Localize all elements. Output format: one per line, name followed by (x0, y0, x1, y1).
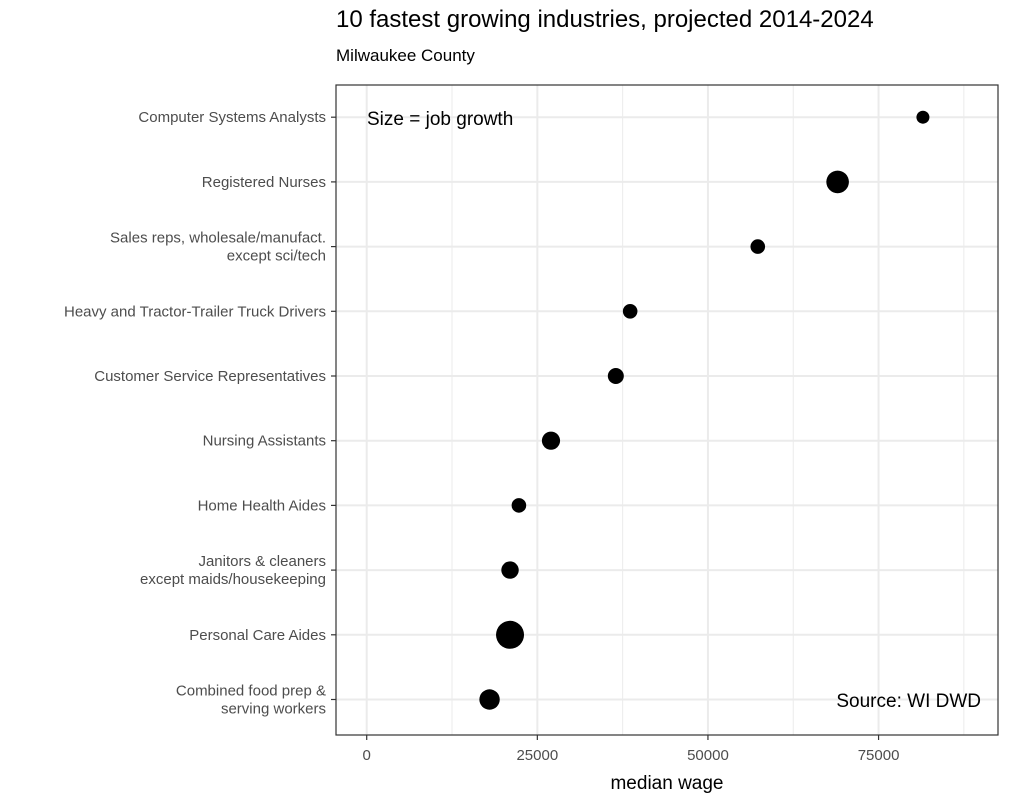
data-points (479, 110, 930, 710)
y-tick-label: Home Health Aides (198, 497, 326, 514)
data-point (479, 689, 500, 710)
x-tick-label: 0 (363, 747, 371, 764)
y-tick-label: Personal Care Aides (189, 627, 326, 644)
data-point (916, 110, 930, 124)
panel-border (335, 84, 999, 736)
size-legend-annotation: Size = job growth (367, 109, 513, 130)
x-tick-label: 50000 (687, 747, 729, 764)
grid-lines (336, 85, 998, 735)
y-tick-label: Heavy and Tractor-Trailer Truck Drivers (64, 303, 326, 320)
chart-subtitle: Milwaukee County (336, 46, 475, 65)
data-point (622, 304, 638, 319)
x-tick-label: 75000 (858, 747, 900, 764)
data-point (541, 431, 561, 450)
x-axis: 0 25000 50000 75000 (363, 735, 900, 764)
y-tick-label: Nursing Assistants (203, 433, 326, 450)
y-tick-label: Janitors & cleaners except maids/housekee… (140, 553, 326, 588)
y-tick-label: Registered Nurses (202, 174, 326, 191)
x-tick-label: 25000 (516, 747, 558, 764)
data-point (750, 239, 766, 254)
y-axis: Combined food prep & serving workers Perso… (64, 109, 336, 718)
y-tick-label: Sales reps, wholesale/manufact. except sc… (110, 230, 326, 265)
data-point (826, 170, 849, 194)
data-point (496, 620, 525, 649)
data-point (607, 368, 624, 384)
y-tick-label: Customer Service Representatives (94, 368, 326, 385)
source-annotation: Source: WI DWD (836, 691, 981, 712)
x-axis-label: median wage (610, 773, 723, 794)
panel-background (336, 85, 998, 735)
y-tick-label: Combined food prep & serving workers (176, 683, 326, 718)
data-point (511, 498, 527, 513)
data-point (501, 561, 519, 579)
y-tick-label: Computer Systems Analysts (138, 109, 326, 126)
chart-title: 10 fastest growing industries, projected… (336, 6, 874, 33)
